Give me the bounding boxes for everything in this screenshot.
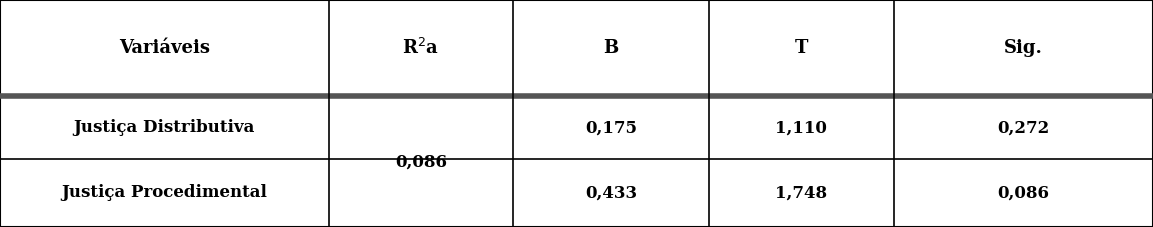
Text: B: B [603, 39, 619, 57]
Text: Variáveis: Variáveis [119, 39, 210, 57]
Text: T: T [794, 39, 808, 57]
Text: 0,175: 0,175 [585, 119, 638, 136]
Text: 0,433: 0,433 [585, 185, 638, 201]
Text: Justiça Distributiva: Justiça Distributiva [74, 119, 255, 136]
Text: 1,110: 1,110 [776, 119, 827, 136]
Text: Sig.: Sig. [1004, 39, 1042, 57]
Text: R$^2$a: R$^2$a [402, 38, 439, 58]
Text: 0,086: 0,086 [997, 185, 1049, 201]
Text: 0,086: 0,086 [394, 153, 447, 170]
Text: 1,748: 1,748 [775, 185, 828, 201]
Text: 0,272: 0,272 [997, 119, 1049, 136]
Text: Justiça Procedimental: Justiça Procedimental [61, 185, 267, 201]
